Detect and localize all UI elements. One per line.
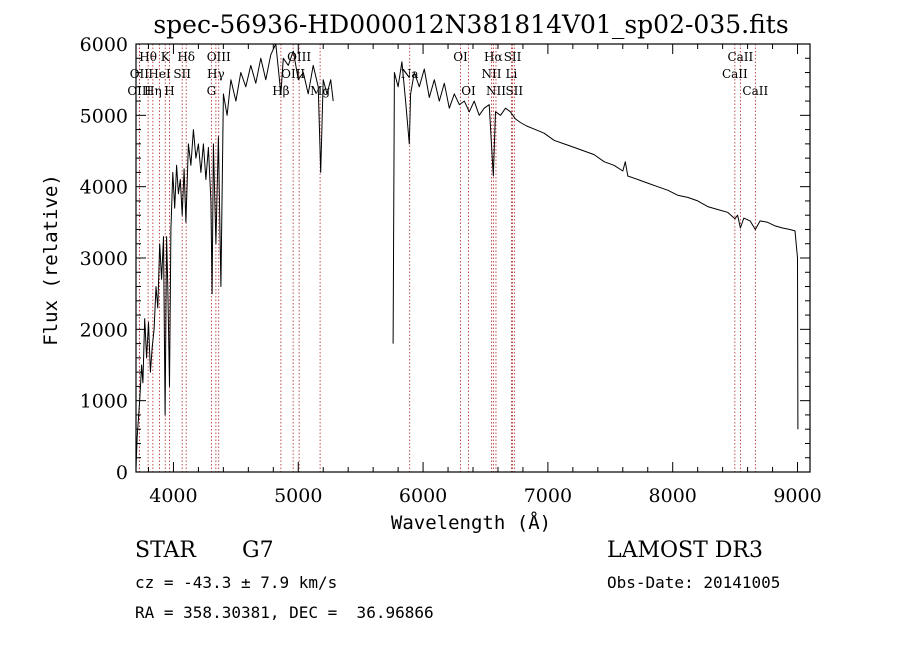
- coords-text: RA = 358.30381, DEC = 36.96866: [135, 603, 434, 622]
- object-class: STAR: [135, 538, 196, 563]
- spectrum-series: [135, 43, 799, 469]
- spectral-line-label: CaII: [727, 50, 753, 64]
- spectral-line-label: OIII: [127, 84, 151, 98]
- spectral-line-label: Hδ: [177, 50, 195, 64]
- spectral-line-label: OII: [130, 67, 150, 81]
- spectral-line-label: OIII: [207, 50, 231, 64]
- obs-date-text: Obs-Date: 20141005: [607, 573, 781, 592]
- x-tick-label: 5000: [274, 485, 322, 507]
- spectrum-line-segment: [392, 61, 799, 430]
- spectral-line-label: H: [164, 84, 174, 98]
- plot-frame: [135, 43, 811, 473]
- spectral-line-label: SII: [504, 50, 522, 64]
- spectral-line-label: OI: [453, 50, 468, 64]
- spectral-line-label: OIII: [287, 50, 311, 64]
- x-tick-label: 8000: [649, 485, 697, 507]
- x-axis-ticks: 4000 5000 6000 7000 8000 9000: [147, 44, 822, 507]
- spectral-line-label: K: [161, 50, 171, 64]
- spectral-line-label: Hγ: [207, 67, 225, 81]
- spectral-line-label: Hη: [144, 84, 162, 98]
- x-tick-label: 6000: [399, 485, 447, 507]
- x-tick-label: 4000: [149, 485, 197, 507]
- spectral-line-label: Hθ: [139, 50, 157, 64]
- y-tick-label: 4000: [80, 177, 128, 199]
- x-tick-label: 9000: [773, 485, 821, 507]
- spectral-line-label: Li: [506, 67, 518, 81]
- y-tick-label: 5000: [80, 105, 128, 127]
- redshift-text: cz = -43.3 ± 7.9 km/s: [135, 573, 338, 592]
- spectral-line-label: OI: [461, 84, 476, 98]
- spectral-line-label: Na: [401, 67, 419, 81]
- survey-name: LAMOST DR3: [607, 538, 763, 563]
- spectral-line-label: SII: [505, 84, 523, 98]
- spectral-line-label: Hα: [484, 50, 503, 64]
- x-axis-label: Wavelength (Å): [391, 511, 551, 534]
- y-tick-label: 3000: [80, 248, 128, 270]
- y-tick-label: 0: [116, 462, 128, 484]
- spectral-line-label: CaII: [742, 84, 768, 98]
- y-tick-label: 2000: [80, 319, 128, 341]
- y-axis-ticks: 0 1000 2000 3000 4000 5000 6000: [80, 34, 810, 484]
- spectral-line-label: NII: [481, 67, 501, 81]
- spectral-line-label: CaII: [722, 67, 748, 81]
- y-tick-label: 6000: [80, 34, 128, 56]
- x-tick-label: 7000: [524, 485, 572, 507]
- chart-title: spec-56936-HD000012N381814V01_sp02-035.f…: [153, 10, 788, 39]
- object-subclass: G7: [242, 538, 274, 563]
- spectral-line-label: G: [207, 84, 217, 98]
- spectrum-line-segment: [135, 43, 334, 469]
- spectral-line-label: SII: [173, 67, 191, 81]
- spectral-line-markers: [138, 44, 756, 472]
- spectral-line-label: NII: [486, 84, 506, 98]
- y-tick-label: 1000: [80, 391, 128, 413]
- spectral-line-label: HeI: [148, 67, 171, 81]
- y-axis-label: Flux (relative): [40, 174, 62, 346]
